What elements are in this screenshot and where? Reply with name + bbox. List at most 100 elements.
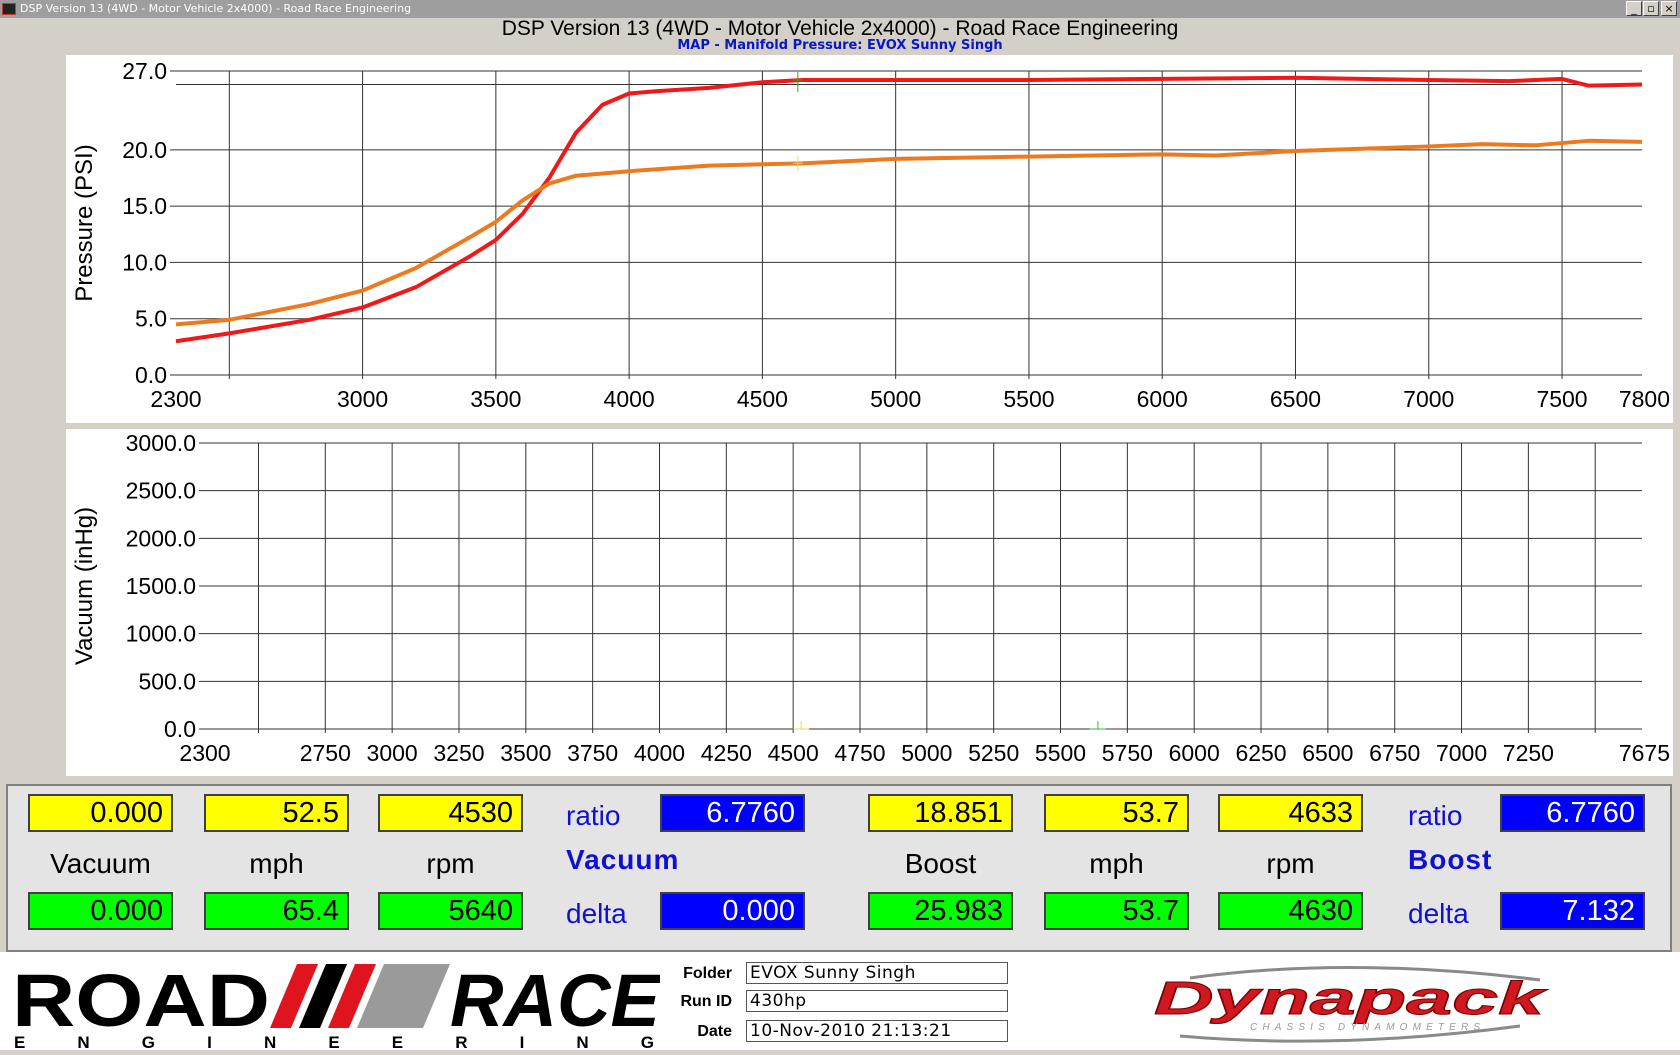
boost-section-label: Boost [1408,844,1493,875]
vacuum-label: Vacuum [50,848,151,879]
vacuum-chart-panel: 0.0 500.0 1000.0 1500.0 2000.0 2500.0 3000.0 23… [66,429,1673,776]
folder-label: Folder [683,965,732,982]
logo-stripe-3 [328,964,376,1028]
logo-race-text: RACE [450,959,660,1042]
y-tick-label: 27.0 [122,58,167,84]
x-tick-label: 5750 [1102,740,1153,766]
x-tick-label: 5000 [870,386,921,412]
window-titlebar: DSP Version 13 (4WD - Motor Vehicle 2x40… [0,0,1680,18]
dynapack-swoosh-top [1189,965,1541,982]
maximize-button[interactable]: ▫ [1643,1,1659,16]
x-tick-label: 7800 [1619,386,1670,412]
y-axis-label: Vacuum (inHg) [71,507,98,665]
dynapack-logo: Dynapack CHASSIS DYNAMOMETERS [1150,962,1550,1047]
footer: ROAD RACE E N G I N E E R I N G Folder E… [0,952,1680,1052]
x-tick-label: 3500 [470,386,521,412]
logo-stripe-1 [270,964,318,1028]
x-tick-label: 5500 [1035,740,1086,766]
pressure-chart-panel: 0.0 5.0 10.0 15.0 20.0 27.0 2300 3000 3500 4000 45… [66,55,1673,423]
x-tick-label: 7250 [1503,740,1554,766]
x-tick-label: 6000 [1169,740,1220,766]
boost-ratio-label: ratio [1408,800,1463,831]
boost-ratio-value: 6.7760 [1500,794,1645,832]
x-tick-label: 4500 [768,740,819,766]
logo-road-text: ROAD [12,959,270,1042]
y-tick-label: 3000.0 [126,430,196,456]
close-button[interactable]: × [1661,1,1677,16]
ratio-label: ratio [566,800,621,831]
window-title: DSP Version 13 (4WD - Motor Vehicle 2x40… [20,2,412,15]
vacuum-chart: 0.0 500.0 1000.0 1500.0 2000.0 2500.0 3000.0 23… [71,430,1670,766]
y-tick-label: 0.0 [164,716,196,742]
x-tick-label: 3000 [367,740,418,766]
x-tick-label: 6250 [1235,740,1286,766]
x-tick-label: 4250 [701,740,752,766]
boost-mph-bottom-value: 53.7 [1044,892,1189,930]
vacuum-bottom-value: 0.000 [28,892,173,930]
y-tick-label: 2500.0 [126,478,196,504]
y-tick-label: 1000.0 [126,621,196,647]
boost-delta-label: delta [1408,898,1469,929]
page-title: DSP Version 13 (4WD - Motor Vehicle 2x40… [501,17,1179,40]
y-tick-label: 20.0 [122,137,167,163]
boost-delta-value: 7.132 [1500,892,1645,930]
date-label: Date [697,1023,732,1040]
dynapack-sub-text: CHASSIS DYNAMOMETERS [1250,1022,1480,1033]
logo-stripe-2 [299,964,347,1028]
chart-subtitle: MAP - Manifold Pressure: EVOX Sunny Sing… [677,38,1003,53]
mph-top-value: 52.5 [204,794,349,832]
x-tick-label: 2750 [300,740,351,766]
y-tick-label: 500.0 [138,668,196,694]
y-axis-label: Pressure (PSI) [71,144,98,301]
boost-mph-label: mph [1089,848,1144,879]
vacuum-top-value: 0.000 [28,794,173,832]
y-tick-label: 1500.0 [126,573,196,599]
x-tick-label: 3500 [500,740,551,766]
y-tick-label: 15.0 [122,193,167,219]
runid-field: 430hp [746,990,1008,1012]
x-tick-label: 5000 [901,740,952,766]
dynapack-brand-text: Dynapack [1154,972,1548,1024]
ratio-value: 6.7760 [660,794,805,832]
vacuum-section-label: Vacuum [566,844,680,875]
x-tick-label: 4000 [634,740,685,766]
boost-series-red-line [175,75,1643,344]
x-tick-label: 7675 [1619,740,1670,766]
x-tick-label: 6750 [1369,740,1420,766]
pressure-chart: 0.0 5.0 10.0 15.0 20.0 27.0 2300 3000 3500 4000 45… [71,58,1670,412]
x-tick-label: 7500 [1536,386,1587,412]
road-race-logo-art: ROAD RACE E N G I N E E R I N G [12,959,663,1052]
x-tick-label: 3250 [433,740,484,766]
boost-mph-top-value: 53.7 [1044,794,1189,832]
rpm-top-value: 4530 [378,794,523,832]
boost-bottom-value: 25.983 [868,892,1013,930]
boost-rpm-label: rpm [1266,848,1315,879]
y-tick-label: 5.0 [135,306,167,332]
y-tick-label: 2000.0 [126,525,196,551]
x-tick-label: 3750 [567,740,618,766]
date-field: 10-Nov-2010 21:13:21 [746,1020,1008,1042]
dynapack-swoosh-bottom [1179,1024,1521,1043]
boost-top-value: 18.851 [868,794,1013,832]
x-tick-label: 2300 [179,740,230,766]
x-tick-label: 7000 [1436,740,1487,766]
folder-field: EVOX Sunny Singh [746,962,1008,984]
boost-rpm-top-value: 4633 [1218,794,1363,832]
boost-series-orange-line [175,138,1643,327]
rpm-bottom-value: 5640 [378,892,523,930]
boost-label: Boost [904,848,977,879]
x-tick-label: 5500 [1003,386,1054,412]
x-tick-label: 4500 [737,386,788,412]
y-tick-label: 10.0 [122,249,167,275]
mph-bottom-value: 65.4 [204,892,349,930]
app-icon [2,3,16,15]
y-tick-label: 0.0 [135,362,167,388]
mph-label: mph [249,848,304,879]
x-tick-label: 6500 [1270,386,1321,412]
dynapack-logo-art: Dynapack CHASSIS DYNAMOMETERS [1154,965,1549,1043]
road-race-logo: ROAD RACE E N G I N E E R I N G [10,958,663,1052]
boost-rpm-bottom-value: 4630 [1218,892,1363,930]
minimize-button[interactable]: _ [1626,1,1642,16]
delta-label: delta [566,898,627,929]
x-tick-label: 2300 [150,386,201,412]
